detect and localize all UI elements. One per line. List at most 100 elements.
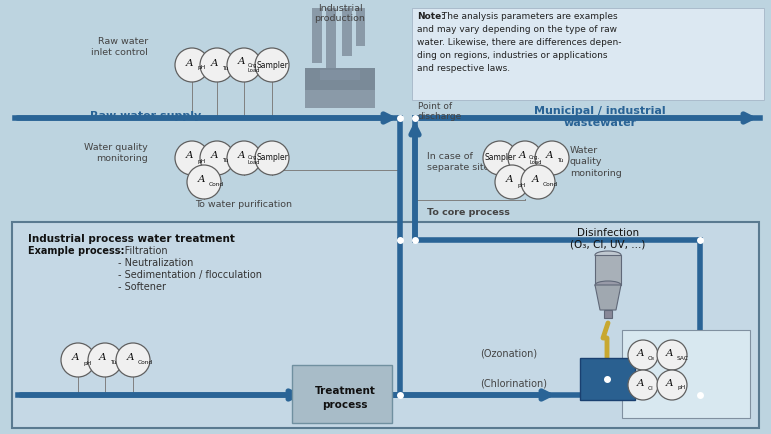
Text: Note:: Note: xyxy=(417,12,445,21)
Circle shape xyxy=(483,141,517,175)
Text: Raw water
inlet control: Raw water inlet control xyxy=(91,37,148,57)
Bar xyxy=(356,8,365,46)
Circle shape xyxy=(227,48,261,82)
Circle shape xyxy=(628,370,658,400)
Text: Org.: Org. xyxy=(248,62,259,68)
Text: In case of
separate sites: In case of separate sites xyxy=(427,152,494,172)
Circle shape xyxy=(508,141,542,175)
Text: Sampler: Sampler xyxy=(256,60,288,69)
FancyBboxPatch shape xyxy=(12,222,759,428)
Circle shape xyxy=(200,141,234,175)
Text: pH: pH xyxy=(517,183,525,187)
Circle shape xyxy=(116,343,150,377)
Text: A: A xyxy=(638,378,645,388)
Text: (Ozonation): (Ozonation) xyxy=(480,348,537,358)
Circle shape xyxy=(175,141,209,175)
Text: Raw water supply: Raw water supply xyxy=(90,111,201,121)
Circle shape xyxy=(227,141,261,175)
Text: pH: pH xyxy=(83,361,91,365)
Text: SAC: SAC xyxy=(677,355,689,361)
Bar xyxy=(326,8,336,73)
Circle shape xyxy=(255,48,289,82)
Text: A: A xyxy=(198,175,206,184)
FancyBboxPatch shape xyxy=(580,358,635,400)
Circle shape xyxy=(88,343,122,377)
Text: Load: Load xyxy=(248,68,261,72)
Bar xyxy=(342,8,352,56)
Text: A: A xyxy=(211,59,219,68)
Circle shape xyxy=(628,340,658,370)
Circle shape xyxy=(535,141,569,175)
Text: pH: pH xyxy=(197,66,205,70)
Circle shape xyxy=(657,340,687,370)
Text: A: A xyxy=(211,151,219,161)
Text: Sampler: Sampler xyxy=(484,154,516,162)
Bar xyxy=(305,68,375,90)
Text: A: A xyxy=(666,378,674,388)
Text: Disinfection
(O₃, Cl, UV, ...): Disinfection (O₃, Cl, UV, ...) xyxy=(571,228,645,250)
Text: A: A xyxy=(72,354,79,362)
Circle shape xyxy=(200,48,234,82)
Text: Cond: Cond xyxy=(543,183,558,187)
Text: A: A xyxy=(546,151,554,161)
Text: A: A xyxy=(187,151,194,161)
Text: - Neutralization: - Neutralization xyxy=(118,258,194,268)
Bar xyxy=(305,90,375,108)
Text: (Chlorination): (Chlorination) xyxy=(480,378,547,388)
Text: Example process:: Example process: xyxy=(28,246,124,256)
Text: The analysis parameters are examples: The analysis parameters are examples xyxy=(439,12,618,21)
Ellipse shape xyxy=(595,281,621,289)
Text: - Filtration: - Filtration xyxy=(118,246,167,256)
Text: Sampler: Sampler xyxy=(256,154,288,162)
Text: Point of
discharge: Point of discharge xyxy=(418,102,463,122)
Bar xyxy=(604,310,612,318)
Text: Tu: Tu xyxy=(222,66,228,70)
Text: Load: Load xyxy=(529,161,541,165)
Text: A: A xyxy=(187,59,194,68)
Text: To water purification: To water purification xyxy=(195,200,292,209)
Circle shape xyxy=(521,165,555,199)
Text: A: A xyxy=(127,354,135,362)
Text: Tu: Tu xyxy=(110,361,116,365)
Text: A: A xyxy=(507,175,513,184)
Text: and respective laws.: and respective laws. xyxy=(417,64,510,73)
Text: and may vary depending on the type of raw: and may vary depending on the type of ra… xyxy=(417,25,617,34)
Text: water. Likewise, there are differences depen-: water. Likewise, there are differences d… xyxy=(417,38,621,47)
Text: A: A xyxy=(238,151,246,160)
Text: - Softener: - Softener xyxy=(118,282,166,292)
Text: Water
quality
monitoring: Water quality monitoring xyxy=(570,146,621,178)
Text: Cond: Cond xyxy=(209,183,224,187)
Text: ding on regions, industries or applications: ding on regions, industries or applicati… xyxy=(417,51,608,60)
Text: A: A xyxy=(666,349,674,358)
Bar xyxy=(320,70,360,80)
Circle shape xyxy=(187,165,221,199)
Text: Tu: Tu xyxy=(557,158,564,164)
Circle shape xyxy=(175,48,209,82)
Text: A: A xyxy=(238,57,246,66)
Text: A: A xyxy=(532,175,540,184)
Text: Municipal / industrial
wastewater: Municipal / industrial wastewater xyxy=(534,106,666,128)
Text: A: A xyxy=(519,151,527,160)
Text: pH: pH xyxy=(677,385,685,391)
Text: Org.: Org. xyxy=(529,155,540,161)
Text: Org.: Org. xyxy=(248,155,259,161)
FancyBboxPatch shape xyxy=(292,365,392,423)
Text: O₃: O₃ xyxy=(648,355,655,361)
Ellipse shape xyxy=(595,251,621,259)
Text: Load: Load xyxy=(248,161,261,165)
Circle shape xyxy=(255,141,289,175)
Bar xyxy=(595,255,621,285)
Polygon shape xyxy=(595,285,621,310)
Text: A: A xyxy=(99,354,106,362)
Text: Treatment
process: Treatment process xyxy=(315,386,375,410)
Bar xyxy=(312,8,322,63)
FancyBboxPatch shape xyxy=(622,330,750,418)
Text: Cl: Cl xyxy=(648,385,654,391)
Text: Cond: Cond xyxy=(138,361,153,365)
Text: To core process: To core process xyxy=(427,208,510,217)
Text: Tu: Tu xyxy=(222,158,228,164)
Circle shape xyxy=(657,370,687,400)
Circle shape xyxy=(61,343,95,377)
Text: - Sedimentation / flocculation: - Sedimentation / flocculation xyxy=(118,270,262,280)
Text: A: A xyxy=(638,349,645,358)
